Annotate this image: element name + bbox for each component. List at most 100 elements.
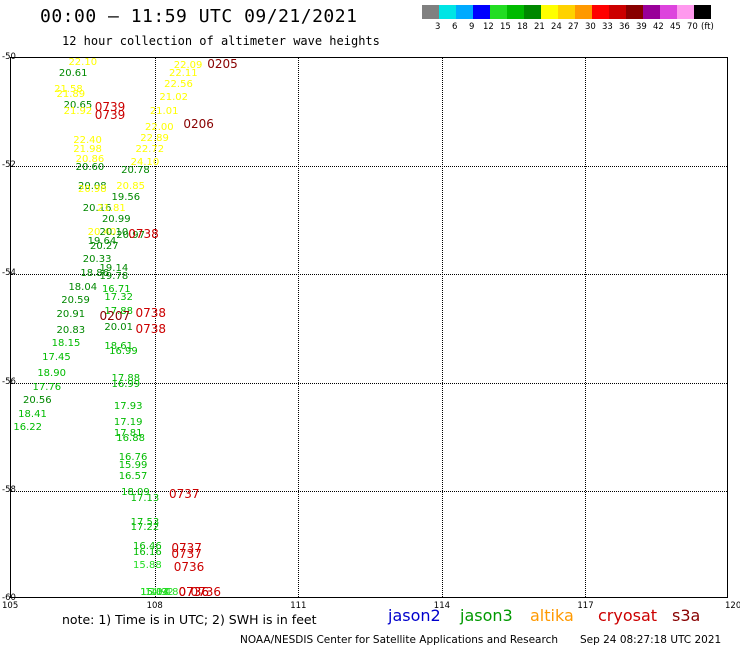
wave-height-value: 17.22	[130, 522, 160, 534]
wave-height-value: 17.45	[42, 351, 71, 363]
wave-height-value: 21.98	[73, 143, 102, 155]
colorbar-label: 9	[469, 22, 475, 32]
wave-height-value: 17.81	[113, 427, 143, 439]
wave-height-value: 20.27	[89, 240, 119, 252]
wave-height-value: 17.88	[111, 373, 141, 385]
y-tick-label: -60	[2, 593, 16, 603]
colorbar-swatch	[626, 5, 643, 19]
wave-height-value: 19.14	[99, 262, 129, 274]
pass-time-label: 0736	[173, 560, 205, 575]
wave-height-value: 17.88	[104, 305, 133, 317]
wave-height-value: 16.22	[13, 422, 43, 434]
colorbar-label: 6	[452, 22, 458, 32]
wave-height-value: 17.93	[113, 400, 143, 412]
colorbar-swatch	[694, 5, 711, 19]
wave-height-value: 22.56	[164, 78, 193, 90]
colorbar-swatch	[575, 5, 592, 19]
wave-height-value: 22.10	[68, 57, 98, 68]
grid-line-vertical	[298, 58, 300, 597]
colorbar-label: 27	[568, 22, 579, 32]
wave-height-value: 19.78	[99, 270, 129, 282]
y-tick-label: -56	[2, 376, 16, 387]
wave-height-value: 20.40	[87, 227, 117, 239]
pass-time-label: 0205	[207, 57, 238, 71]
wave-height-value: 20.33	[82, 254, 112, 266]
colorbar-label: 42	[653, 22, 664, 32]
pass-time-label: 0737	[171, 541, 202, 556]
colorbar-label: 30	[585, 22, 596, 32]
wave-height-value: 17.32	[104, 292, 133, 304]
wave-height-value: 18.09	[121, 487, 150, 499]
colorbar-label: 12	[483, 22, 494, 32]
grid-line-horizontal	[11, 274, 727, 276]
grid-line-vertical	[441, 58, 443, 597]
legend-altika: altika	[530, 606, 574, 625]
colorbar-swatch	[422, 5, 439, 19]
wave-height-value: 19.64	[87, 235, 117, 247]
colorbar-label: 70	[687, 22, 698, 32]
wave-height-value: 16.88	[116, 432, 145, 444]
wave-height-value: 20.61	[58, 67, 88, 79]
pass-time-label: 0738	[128, 227, 159, 242]
y-tick-label: -50	[2, 52, 16, 62]
colorbar-label: 15	[500, 22, 511, 32]
wave-height-value: 18.41	[18, 408, 47, 420]
footer-timestamp: Sep 24 08:27:18 UTC 2021	[580, 634, 722, 646]
wave-height-value: 16.57	[118, 470, 148, 482]
colorbar-swatch	[660, 5, 677, 19]
colorbar-swatch	[609, 5, 626, 19]
pass-time-label: 0737	[171, 546, 202, 561]
wave-height-value: 15.14	[140, 587, 169, 598]
legend-s3a: s3a	[672, 606, 701, 625]
wave-height-value: 16.99	[111, 378, 141, 390]
wave-height-value: 20.65	[63, 100, 93, 112]
x-tick-label: 114	[433, 601, 451, 611]
wave-height-value: 13.18	[149, 587, 179, 598]
wave-height-value: 21.89	[56, 89, 86, 101]
wave-height-value: 18.90	[37, 368, 66, 380]
plot-area: 22.10 20.61 21.58 21.89 20.65 21.92 22.40 21.98…	[10, 57, 728, 598]
colorbar-label: 36	[619, 22, 630, 32]
wave-height-value: 20.85	[116, 181, 145, 193]
colorbar-swatch	[507, 5, 524, 19]
wave-height-value: 21.01	[149, 105, 179, 117]
wave-height-value: 22.00	[145, 121, 174, 133]
pass-time-label: 0736	[190, 585, 222, 599]
footer-credit: NOAA/NESDIS Center for Satellite Applica…	[240, 634, 558, 646]
wave-height-value: 20.59	[61, 295, 90, 307]
wave-height-value: 17.53	[130, 516, 160, 528]
colorbar-label: 3	[435, 22, 441, 32]
grid-line-horizontal	[11, 382, 727, 384]
wave-height-value: 14.92	[145, 587, 174, 598]
wave-height-value: 15.99	[118, 460, 148, 472]
wave-height-value: 20.56	[22, 395, 52, 407]
pass-time-label: 0738	[135, 305, 166, 320]
colorbar-swatch	[490, 5, 507, 19]
colorbar-swatch	[473, 5, 490, 19]
colorbar-swatch	[558, 5, 575, 19]
wave-height-value: 18.04	[68, 281, 98, 293]
wave-height-value: 20.10	[99, 227, 129, 239]
wave-height-value: 20.91	[56, 308, 86, 320]
wave-height-value: 16.71	[101, 284, 131, 296]
wave-height-value: 20.08	[78, 181, 107, 193]
wave-height-value: 20.98	[78, 184, 107, 196]
wave-height-value: 20.86	[75, 154, 105, 166]
colorbar-swatch	[592, 5, 609, 19]
wave-height-value: 18.15	[51, 338, 81, 350]
grid-line-horizontal	[11, 166, 727, 168]
wave-height-value: 22.09	[173, 59, 203, 71]
legend-jason3: jason3	[460, 606, 513, 625]
colorbar-swatch	[541, 5, 558, 19]
wave-height-value: 16.99	[109, 346, 138, 358]
wave-height-value: 19.56	[111, 192, 141, 204]
grid-line-vertical	[154, 58, 156, 597]
colorbar-swatch	[643, 5, 660, 19]
x-tick-label: 105	[2, 601, 19, 611]
y-tick-label: -52	[2, 160, 16, 171]
grid-line-vertical	[585, 58, 587, 597]
pass-time-label: 0207	[99, 308, 131, 323]
wave-height-value: 21.02	[159, 92, 189, 104]
wave-height-value: 16.76	[118, 451, 148, 463]
legend-jason2: jason2	[388, 606, 441, 625]
